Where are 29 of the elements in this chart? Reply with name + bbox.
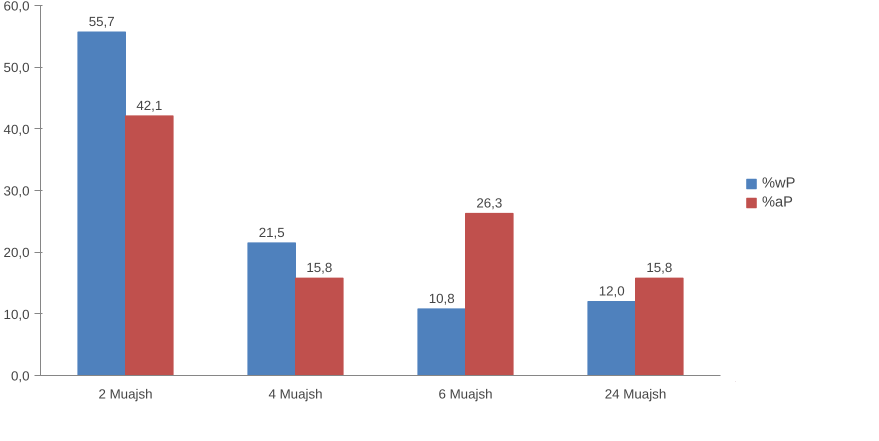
legend-label: %aP [762,194,793,210]
bar [465,212,514,376]
bar [417,308,466,376]
y-tick-label: 10,0 [4,306,30,322]
bar [587,301,636,376]
y-tick-label: 60,0 [4,0,30,14]
data-label: 15,8 [306,260,332,276]
bar [77,32,126,376]
x-tick-label: 6 Muajsh [438,386,493,402]
data-label: 42,1 [136,98,162,113]
y-tick-label: 50,0 [4,60,30,76]
data-label: 12,0 [598,284,625,298]
bar [247,242,296,376]
data-label: 26,3 [476,195,502,210]
y-tick-label: 0,0 [10,368,30,384]
bar [635,278,684,376]
x-tick-label: 24 Muajsh [604,386,666,402]
legend-label: %wP [762,176,796,192]
data-label: 10,8 [428,290,455,306]
x-tick-label: 4 Muajsh [268,386,323,402]
data-label: 21,5 [258,224,285,240]
bar [295,278,344,376]
data-label: 55,7 [88,14,115,30]
bar [125,115,174,376]
x-tick-label: 2 Muajsh [98,386,153,402]
y-tick-label: 30,0 [4,184,30,198]
y-tick-label: 40,0 [4,122,30,137]
y-tick-label: 20,0 [4,245,30,260]
data-label: 15,8 [646,260,672,276]
